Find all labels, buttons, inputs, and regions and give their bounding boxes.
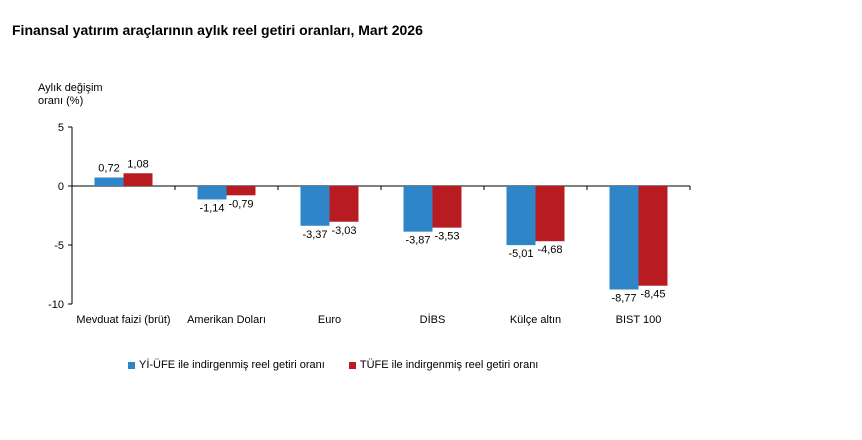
bar-tufe: [123, 173, 153, 186]
x-tick-label: BIST 100: [616, 314, 662, 326]
legend-swatch-yiufe: [128, 361, 135, 369]
bar-yiufe: [94, 177, 124, 186]
bar-yiufe: [609, 186, 639, 290]
y-tick-label: -5: [54, 240, 64, 252]
data-label-tufe: 1,08: [127, 158, 148, 170]
y-axis-label-line2: oranı (%): [38, 95, 84, 107]
x-tick-label: DİBS: [420, 313, 446, 326]
x-tick-label: Euro: [318, 314, 341, 326]
x-tick-label: Amerikan Doları: [187, 314, 266, 326]
y-tick-label: 5: [58, 122, 64, 134]
y-tick-label: 0: [58, 181, 64, 193]
bar-tufe: [329, 186, 359, 222]
legend-label-tufe: TÜFE ile indirgenmiş reel getiri oranı: [359, 359, 539, 371]
data-label-tufe: -8,45: [640, 289, 665, 301]
data-label-yiufe: -3,37: [302, 229, 327, 241]
data-label-yiufe: -5,01: [508, 248, 533, 260]
data-label-tufe: -4,68: [537, 244, 562, 256]
bar-tufe: [535, 186, 565, 242]
data-label-tufe: -0,79: [228, 198, 253, 210]
y-axis-label-line1: Aylık değişim: [38, 82, 103, 94]
bar-tufe: [432, 186, 462, 228]
legend-item-tufe: TÜFE ile indirgenmiş reel getiri oranı: [348, 359, 539, 371]
y-tick-label: -10: [48, 299, 64, 311]
legend-item-yiufe: Yİ-ÜFE ile indirgenmiş reel getiri oranı: [128, 359, 325, 371]
data-label-tufe: -3,03: [331, 225, 356, 237]
bar-yiufe: [403, 186, 433, 232]
y-axis-label: Aylık değişim oranı (%): [38, 82, 103, 108]
x-tick-label: Mevduat faizi (brüt): [76, 314, 170, 326]
data-label-yiufe: -3,87: [405, 235, 430, 247]
data-label-yiufe: -1,14: [199, 202, 224, 214]
data-label-yiufe: -8,77: [611, 292, 636, 304]
chart-title: Finansal yatırım araçlarının aylık reel …: [12, 22, 423, 38]
legend-swatch-tufe: [348, 361, 356, 369]
data-label-yiufe: 0,72: [98, 163, 119, 175]
legend: Yİ-ÜFE ile indirgenmiş reel getiri oranı…: [128, 359, 538, 371]
bar-tufe: [226, 186, 256, 196]
bar-yiufe: [197, 186, 227, 200]
data-label-tufe: -3,53: [434, 231, 459, 243]
legend-label-yiufe: Yİ-ÜFE ile indirgenmiş reel getiri oranı: [139, 359, 325, 371]
bar-yiufe: [506, 186, 536, 246]
bar-yiufe: [300, 186, 330, 226]
bar-tufe: [638, 186, 668, 286]
x-tick-label: Külçe altın: [510, 314, 561, 326]
